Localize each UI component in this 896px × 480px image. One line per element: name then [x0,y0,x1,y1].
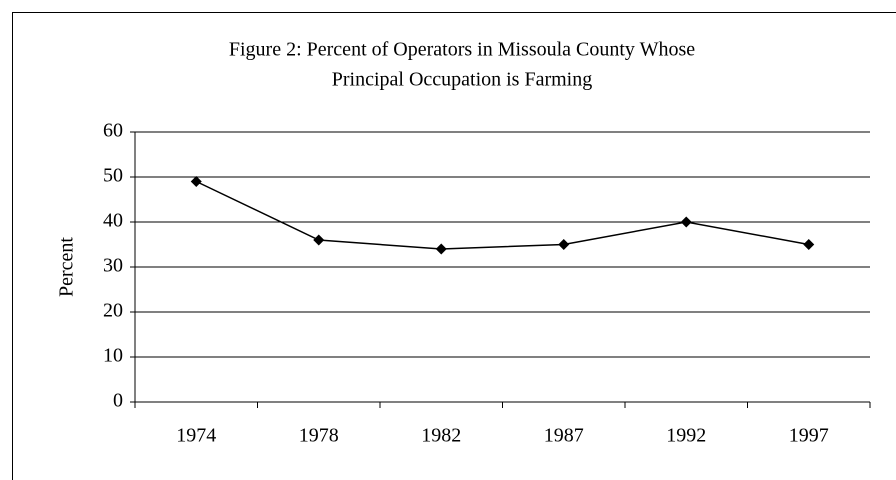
y-tick-label: 40 [103,210,123,232]
y-tick-label: 20 [103,300,123,322]
x-tick-label: 1982 [421,425,461,447]
x-tick-label: 1997 [789,425,829,447]
x-tick-label: 1974 [176,425,216,447]
chart-title: Figure 2: Percent of Operators in Missou… [229,39,695,61]
chart-title: Principal Occupation is Farming [332,69,593,91]
chart-border [12,12,896,480]
data-point [190,176,202,187]
y-tick-label: 0 [113,390,123,412]
data-point [803,239,815,250]
data-point [558,239,570,250]
x-tick-label: 1987 [544,425,584,447]
data-line [195,180,809,250]
y-tick-label: 10 [103,345,123,367]
data-point [435,243,447,255]
x-tick-label: 1978 [299,425,339,447]
y-axis-label: Percent [56,237,78,297]
data-point [313,234,325,246]
y-tick-label: 50 [103,165,123,187]
x-tick-label: 1992 [666,425,706,447]
data-point [680,216,692,228]
y-tick-label: 60 [103,120,123,142]
y-tick-label: 30 [103,255,123,277]
